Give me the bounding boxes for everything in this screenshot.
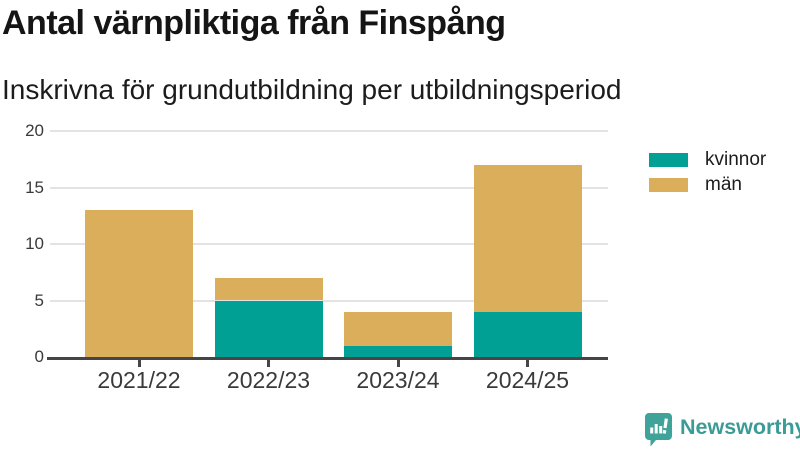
- legend-swatch-män: [649, 178, 688, 192]
- x-axis-tick: [526, 359, 529, 367]
- newsworthy-logo[interactable]: Newsworthy: [645, 413, 800, 447]
- y-axis-tick-label: 15: [25, 177, 44, 197]
- legend-item-kvinnor: kvinnor: [649, 149, 767, 170]
- gridline-y-20: [50, 130, 608, 132]
- bar-2023/24-män: [344, 311, 452, 346]
- gridline-y-5: [50, 299, 608, 302]
- x-axis-tick: [137, 359, 141, 367]
- chart-subtitle: Inskrivna för grundutbildning per utbild…: [2, 74, 622, 105]
- legend-swatch-kvinnor: [649, 153, 688, 167]
- legend-item-män: män: [649, 174, 766, 195]
- x-axis-line: [47, 356, 608, 360]
- x-axis-tick: [267, 359, 270, 367]
- bar-2022/23-kvinnor: [214, 300, 323, 357]
- x-axis-tick: [396, 359, 400, 367]
- x-axis-category-label: 2022/23: [226, 367, 311, 393]
- legend-label: män: [705, 174, 742, 195]
- y-axis-tick-label: 5: [34, 290, 44, 310]
- bar-2024/25-män: [473, 164, 582, 312]
- bar-2022/23-män: [214, 277, 323, 301]
- legend-label: kvinnor: [705, 149, 767, 170]
- x-axis-category-label: 2021/22: [97, 367, 181, 393]
- bar-2023/24-kvinnor: [344, 345, 452, 357]
- chart-legend: kvinnor män: [649, 149, 767, 203]
- bar-2024/25-kvinnor: [473, 311, 582, 357]
- y-axis-tick-label: 0: [34, 347, 44, 366]
- x-axis-category-label: 2024/25: [485, 367, 570, 393]
- chart-title: Antal värnpliktiga från Finspång: [2, 4, 506, 42]
- gridline-y-10: [50, 243, 608, 245]
- newsworthy-wordmark: Newsworthy: [680, 414, 800, 439]
- y-axis-tick-label: 10: [25, 234, 44, 253]
- bar-2021/22-män: [85, 210, 193, 357]
- y-axis-tick-label: 20: [25, 121, 44, 140]
- x-axis-category-label: 2023/24: [356, 367, 440, 393]
- bar-chart-speech-bubble-icon: [645, 413, 672, 447]
- gridline-y-15: [50, 186, 608, 189]
